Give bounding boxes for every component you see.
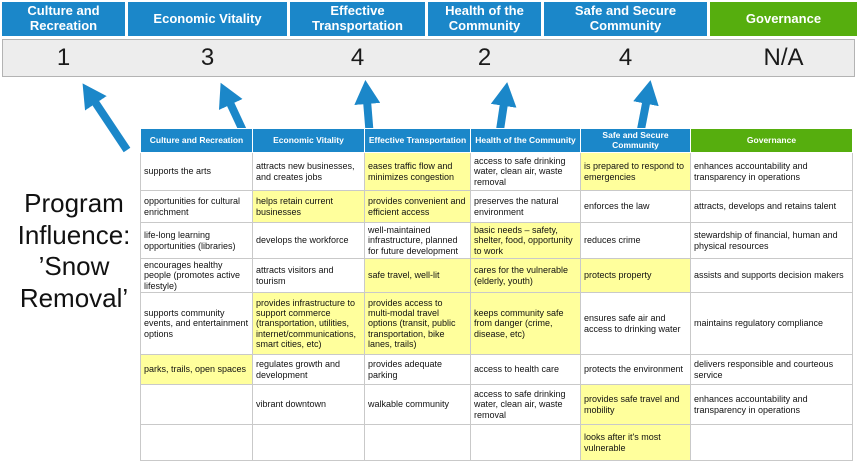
matrix-cell-2-0: life-long learning opportunities (librar… xyxy=(140,222,253,259)
matrix-cell-6-5: enhances accountability and transparency… xyxy=(690,384,853,426)
matrix-cell-1-5: attracts, develops and retains talent xyxy=(690,190,853,223)
table-row: looks after it's most vulnerable xyxy=(140,424,853,462)
matrix-cell-5-5: delivers responsible and courteous servi… xyxy=(690,354,853,386)
matrix-cell-7-5 xyxy=(690,424,853,462)
matrix-header-0: Culture and Recreation xyxy=(140,128,253,153)
matrix-cell-1-0: opportunities for cultural enrichment xyxy=(140,190,253,223)
table-row: encourages healthy people (promotes acti… xyxy=(140,257,853,294)
matrix-cell-7-2 xyxy=(364,424,471,462)
influence-matrix-table: Culture and Recreation Economic Vitality E… xyxy=(140,128,853,462)
matrix-cell-1-2: provides convenient and efficient access xyxy=(364,190,471,223)
pillar-score-3: 2 xyxy=(477,44,492,71)
matrix-cell-2-5: stewardship of financial, human and phys… xyxy=(690,222,853,259)
pillar-score-5: N/A xyxy=(763,44,804,71)
matrix-cell-5-0: parks, trails, open spaces xyxy=(140,354,253,386)
matrix-cell-3-1: attracts visitors and tourism xyxy=(252,257,365,294)
table-row: life-long learning opportunities (librar… xyxy=(140,222,853,259)
score-row: 1 3 4 2 4 N/A xyxy=(2,39,857,77)
matrix-cell-5-2: provides adequate parking xyxy=(364,354,471,386)
matrix-header-3: Health of the Community xyxy=(470,128,581,153)
pillar-header-3: Health of the Community xyxy=(428,2,541,36)
pillar-score-1: 3 xyxy=(200,44,215,71)
table-row: opportunities for cultural enrichment hel… xyxy=(140,190,853,223)
matrix-cell-6-3: access to safe drinking water, clean air… xyxy=(470,384,581,426)
matrix-header-row: Culture and Recreation Economic Vitality E… xyxy=(140,128,853,153)
table-row: supports the arts attracts new businesses… xyxy=(140,152,853,191)
matrix-cell-1-1: helps retain current businesses xyxy=(252,190,365,223)
matrix-cell-0-0: supports the arts xyxy=(140,152,253,191)
matrix-cell-2-3: basic needs – safety, shelter, food, opp… xyxy=(470,222,581,259)
matrix-cell-3-4: protects property xyxy=(580,257,691,294)
matrix-header-2: Effective Transportation xyxy=(364,128,471,153)
matrix-cell-4-0: supports community events, and entertain… xyxy=(140,292,253,356)
pillar-header-strip: Culture and Recreation Economic Vitality E… xyxy=(2,2,857,36)
matrix-cell-7-4: looks after it's most vulnerable xyxy=(580,424,691,462)
matrix-cell-3-0: encourages healthy people (promotes acti… xyxy=(140,257,253,294)
score-band xyxy=(2,39,855,77)
pillar-header-1: Economic Vitality xyxy=(128,2,287,36)
matrix-cell-0-5: enhances accountability and transparency… xyxy=(690,152,853,191)
matrix-cell-1-4: enforces the law xyxy=(580,190,691,223)
matrix-cell-3-3: cares for the vulnerable (elderly, youth… xyxy=(470,257,581,294)
table-row: vibrant downtown walkable community access… xyxy=(140,384,853,426)
pillar-score-4: 4 xyxy=(618,44,633,71)
pillar-header-5: Governance xyxy=(710,2,857,36)
pillar-header-0: Culture and Recreation xyxy=(2,2,125,36)
matrix-header-4: Safe and Secure Community xyxy=(580,128,691,153)
matrix-cell-2-4: reduces crime xyxy=(580,222,691,259)
matrix-cell-6-2: walkable community xyxy=(364,384,471,426)
matrix-header-1: Economic Vitality xyxy=(252,128,365,153)
matrix-cell-0-4: is prepared to respond to emergencies xyxy=(580,152,691,191)
matrix-cell-6-1: vibrant downtown xyxy=(252,384,365,426)
matrix-cell-5-4: protects the environment xyxy=(580,354,691,386)
matrix-cell-4-1: provides infrastructure to support comme… xyxy=(252,292,365,356)
matrix-cell-0-3: access to safe drinking water, clean air… xyxy=(470,152,581,191)
matrix-cell-6-4: provides safe travel and mobility xyxy=(580,384,691,426)
matrix-cell-4-4: ensures safe air and access to drinking … xyxy=(580,292,691,356)
matrix-cell-3-5: assists and supports decision makers xyxy=(690,257,853,294)
matrix-cell-5-1: regulates growth and development xyxy=(252,354,365,386)
program-title: Program Influence: ’Snow Removal’ xyxy=(17,188,131,314)
matrix-cell-5-3: access to health care xyxy=(470,354,581,386)
matrix-cell-1-3: preserves the natural environment xyxy=(470,190,581,223)
matrix-cell-7-1 xyxy=(252,424,365,462)
matrix-cell-4-3: keeps community safe from danger (crime,… xyxy=(470,292,581,356)
matrix-cell-7-0 xyxy=(140,424,253,462)
matrix-header-5: Governance xyxy=(690,128,853,153)
table-row: supports community events, and entertain… xyxy=(140,292,853,356)
arrow-icon xyxy=(82,83,131,153)
pillar-score-0: 1 xyxy=(56,44,71,71)
matrix-cell-0-2: eases traffic flow and minimizes congest… xyxy=(364,152,471,191)
table-row: parks, trails, open spaces regulates grow… xyxy=(140,354,853,386)
matrix-cell-0-1: attracts new businesses, and creates job… xyxy=(252,152,365,191)
matrix-cell-6-0 xyxy=(140,384,253,426)
matrix-cell-4-5: maintains regulatory compliance xyxy=(690,292,853,356)
matrix-cell-2-2: well-maintained infrastructure, planned … xyxy=(364,222,471,259)
matrix-cell-4-2: provides access to multi-modal travel op… xyxy=(364,292,471,356)
matrix-cell-3-2: safe travel, well-lit xyxy=(364,257,471,294)
matrix-cell-7-3 xyxy=(470,424,581,462)
pillar-header-2: Effective Transportation xyxy=(290,2,425,36)
matrix-cell-2-1: develops the workforce xyxy=(252,222,365,259)
pillar-score-2: 4 xyxy=(350,44,365,71)
pillar-header-4: Safe and Secure Community xyxy=(544,2,707,36)
